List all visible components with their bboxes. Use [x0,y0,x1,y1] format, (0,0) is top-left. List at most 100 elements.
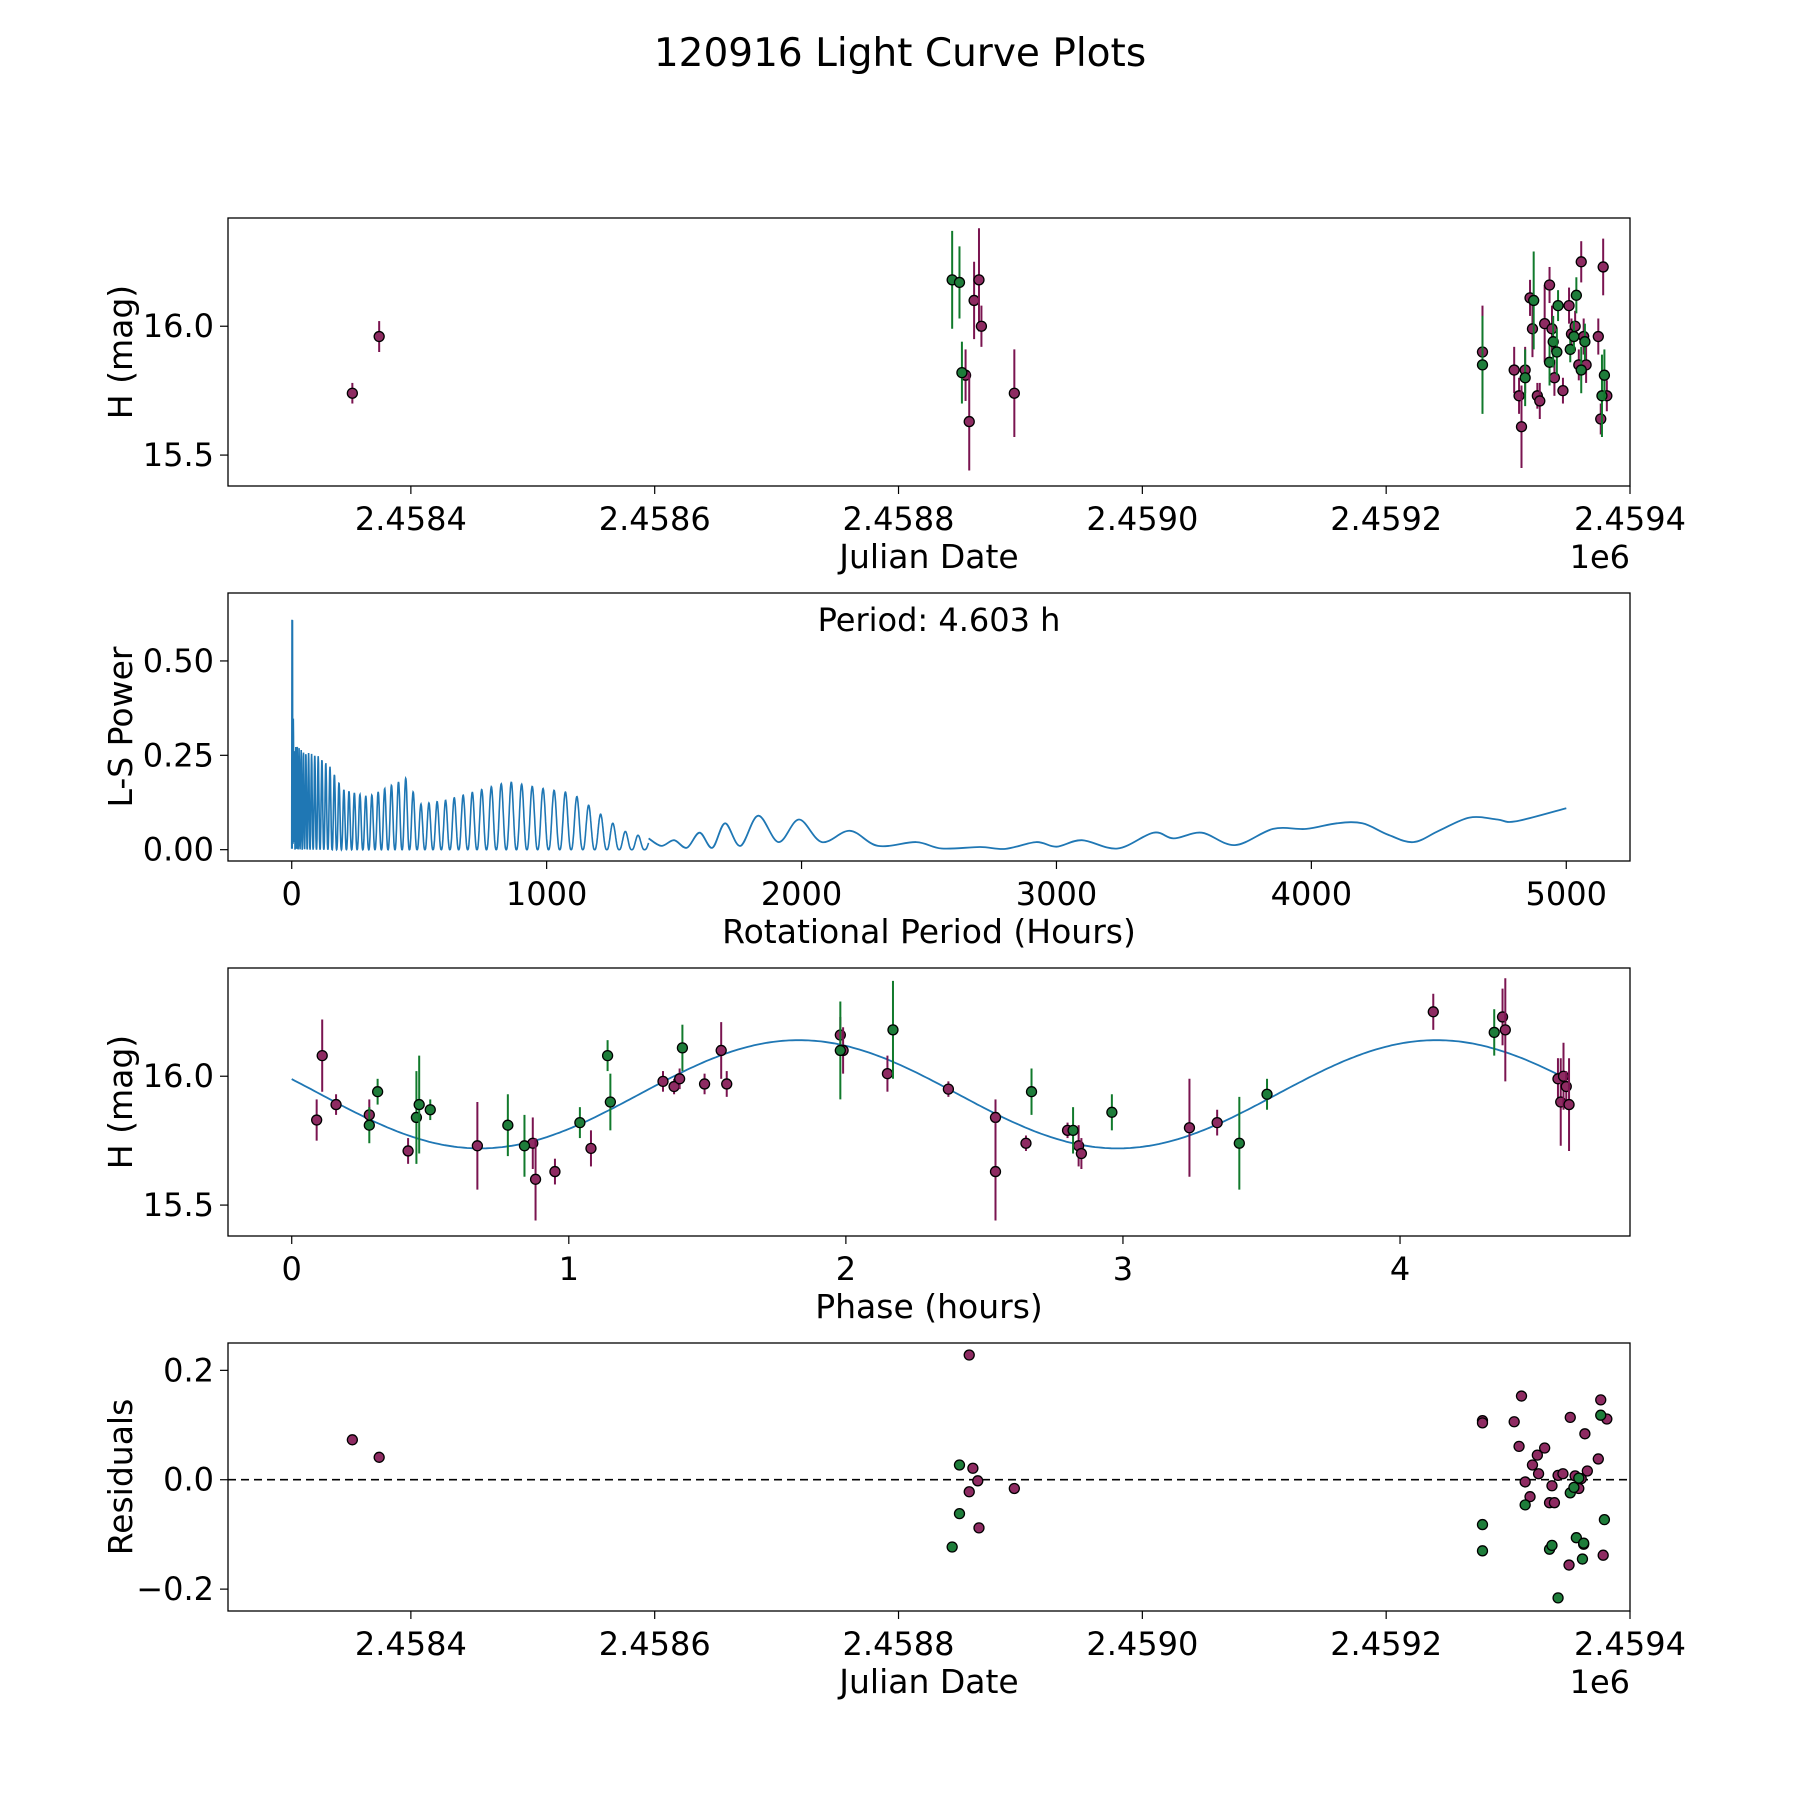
x-tick-label: 2 [836,1250,856,1288]
x-offset-label: 1e6 [1570,538,1630,576]
data-point-green [1519,1499,1531,1511]
data-point-magenta [1513,1440,1525,1453]
residuals-panel: 2.4584 2.4586 2.4588 2.4590 2.4592 2.4594 −0.2… [101,1342,1686,1701]
data-point-magenta [1546,1480,1558,1492]
data-point-green [1025,1086,1038,1098]
data-point-green [1595,1409,1607,1421]
data-point-magenta [1597,1549,1609,1561]
data-point-magenta [989,1165,1002,1178]
x-tick-label: 2.4590 [1086,1625,1198,1663]
data-point-magenta [1563,1098,1575,1111]
data-point-magenta [529,1173,542,1185]
x-axis-label: Julian Date [837,1662,1019,1701]
x-tick-label: 2.4594 [1574,1625,1686,1663]
x-tick-label: 4 [1390,1250,1410,1288]
data-point-magenta [316,1049,328,1062]
data-point-magenta [968,294,980,307]
data-point-magenta [1075,1147,1088,1160]
x-axis-label: Julian Date [837,537,1019,576]
data-point-magenta [1548,372,1561,384]
data-point-green [953,1507,966,1520]
y-tick-label: −0.2 [136,1570,214,1608]
data-point-green [518,1140,531,1152]
data-point-magenta [881,1068,894,1080]
data-point-magenta [1592,1453,1604,1465]
data-point-magenta [1564,1411,1576,1424]
data-point-green [1568,1481,1580,1494]
data-point-green [502,1119,514,1131]
data-point-green [604,1096,617,1108]
x-tick-label: 2.4594 [1574,500,1686,538]
data-point-green [887,1024,899,1036]
data-point-green [1476,1545,1489,1557]
data-point-magenta [1020,1137,1032,1149]
data-point-magenta [1532,1468,1545,1480]
axes-frame [227,217,1631,487]
figure-title: 120916 Light Curve Plots [654,31,1146,76]
data-point-magenta [1508,364,1520,376]
data-point-green [1570,1532,1583,1544]
data-point-green [371,1086,384,1098]
y-tick-label: 0.0 [163,1461,214,1499]
data-point-magenta [1515,1390,1528,1402]
x-tick-label: 2.4586 [599,500,711,538]
data-point-green [1573,1472,1585,1484]
data-point-magenta [549,1165,561,1178]
x-tick-label: 2000 [761,875,842,913]
data-point-magenta [1534,395,1546,407]
data-point-green [1578,1537,1590,1549]
data-point-green [1552,1592,1564,1604]
data-point-magenta [1008,387,1020,399]
data-point-magenta [373,330,385,343]
y-tick-label: 0.2 [163,1351,214,1389]
data-point-green [1476,359,1489,371]
data-point-magenta [1519,1476,1531,1488]
y-tick-label: 16.0 [143,307,214,345]
x-tick-label: 3 [1113,1250,1133,1288]
data-point-green [1546,1539,1558,1552]
x-axis-label: Rotational Period (Hours) [722,912,1136,951]
data-point-magenta [963,1349,975,1361]
data-point-magenta [1581,1465,1593,1477]
data-point-green [1233,1137,1245,1149]
data-point-magenta [973,1522,985,1534]
data-point-green [1528,294,1540,307]
x-tick-label: 5000 [1526,875,1607,913]
x-tick-label: 3000 [1016,875,1097,913]
y-tick-label: 15.5 [143,436,214,474]
data-point-magenta [311,1114,323,1126]
data-point-magenta [698,1078,711,1090]
period-annotation: Period: 4.603 h [818,601,1061,639]
x-tick-label: 1000 [506,875,587,913]
data-point-magenta [1597,261,1609,273]
plot-area [291,978,1575,1221]
data-point-magenta [1499,1024,1511,1036]
data-point-magenta [1524,1491,1536,1503]
plot-area [228,1349,1630,1604]
plot-area [346,228,1613,471]
x-tick-label: 2.4590 [1086,500,1198,538]
y-tick-label: 0.00 [143,831,214,869]
data-point-magenta [1592,330,1604,343]
y-tick-label: 0.50 [143,642,214,680]
data-point-green [1575,364,1587,376]
x-tick-label: 2.4588 [843,500,955,538]
data-point-green [1547,336,1559,348]
data-point-green [1106,1106,1118,1118]
data-point-green [1579,336,1591,348]
data-point-green [1598,1514,1611,1526]
x-tick-label: 2.4586 [599,1625,711,1663]
data-point-magenta [1476,1417,1489,1429]
x-tick-label: 1 [559,1250,579,1288]
x-tick-label: 2.4588 [843,1625,955,1663]
y-tick-label: 15.5 [143,1186,214,1224]
data-point-magenta [1557,1468,1569,1480]
data-point-green [1488,1026,1500,1039]
y-tick-label: 0.25 [143,736,214,774]
data-point-magenta [1543,279,1556,291]
data-point-green [946,1541,958,1553]
data-point-magenta [967,1462,979,1474]
data-point-magenta [1531,1449,1543,1461]
data-point-magenta [346,1434,359,1446]
